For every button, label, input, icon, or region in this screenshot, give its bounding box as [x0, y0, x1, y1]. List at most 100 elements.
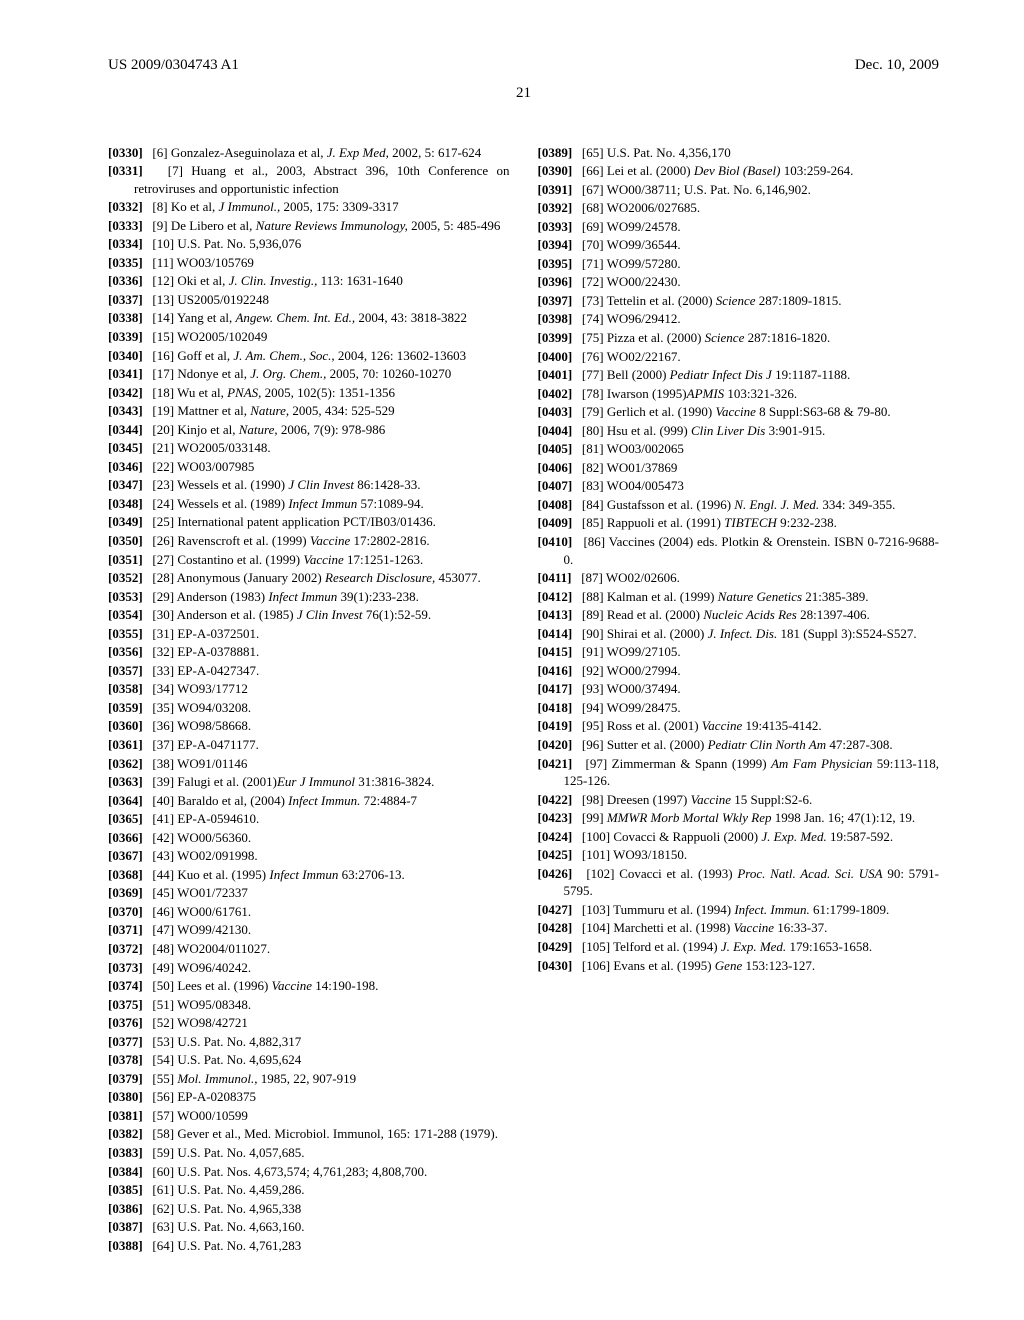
reference-item: [0341] [17] Ndonye et al, J. Org. Chem.,… [108, 365, 510, 383]
reference-item: [0361] [37] EP-A-0471177. [108, 736, 510, 754]
reference-item: [0396] [72] WO00/22430. [538, 273, 940, 291]
reference-item: [0388] [64] U.S. Pat. No. 4,761,283 [108, 1237, 510, 1255]
reference-item: [0375] [51] WO95/08348. [108, 996, 510, 1014]
reference-item: [0399] [75] Pizza et al. (2000) Science … [538, 329, 940, 347]
reference-item: [0363] [39] Falugi et al. (2001)Eur J Im… [108, 773, 510, 791]
reference-item: [0380] [56] EP-A-0208375 [108, 1088, 510, 1106]
reference-item: [0427] [103] Tummuru et al. (1994) Infec… [538, 901, 940, 919]
reference-item: [0365] [41] EP-A-0594610. [108, 810, 510, 828]
reference-item: [0391] [67] WO00/38711; U.S. Pat. No. 6,… [538, 181, 940, 199]
reference-item: [0332] [8] Ko et al, J Immunol., 2005, 1… [108, 198, 510, 216]
reference-item: [0406] [82] WO01/37869 [538, 459, 940, 477]
reference-item: [0420] [96] Sutter et al. (2000) Pediatr… [538, 736, 940, 754]
reference-item: [0393] [69] WO99/24578. [538, 218, 940, 236]
reference-item: [0402] [78] Iwarson (1995)APMIS 103:321-… [538, 385, 940, 403]
reference-item: [0355] [31] EP-A-0372501. [108, 625, 510, 643]
reference-item: [0401] [77] Bell (2000) Pediatr Infect D… [538, 366, 940, 384]
reference-item: [0387] [63] U.S. Pat. No. 4,663,160. [108, 1218, 510, 1236]
reference-item: [0333] [9] De Libero et al, Nature Revie… [108, 217, 510, 235]
reference-item: [0359] [35] WO94/03208. [108, 699, 510, 717]
reference-item: [0351] [27] Costantino et al. (1999) Vac… [108, 551, 510, 569]
reference-item: [0414] [90] Shirai et al. (2000) J. Infe… [538, 625, 940, 643]
reference-item: [0408] [84] Gustafsson et al. (1996) N. … [538, 496, 940, 514]
reference-item: [0418] [94] WO99/28475. [538, 699, 940, 717]
reference-item: [0337] [13] US2005/0192248 [108, 291, 510, 309]
publication-date: Dec. 10, 2009 [855, 55, 939, 75]
reference-item: [0330] [6] Gonzalez-Aseguinolaza et al, … [108, 144, 510, 162]
reference-item: [0368] [44] Kuo et al. (1995) Infect Imm… [108, 866, 510, 884]
reference-item: [0405] [81] WO03/002065 [538, 440, 940, 458]
reference-item: [0424] [100] Covacci & Rappuoli (2000) J… [538, 828, 940, 846]
reference-item: [0419] [95] Ross et al. (2001) Vaccine 1… [538, 717, 940, 735]
reference-item: [0394] [70] WO99/36544. [538, 236, 940, 254]
reference-item: [0369] [45] WO01/72337 [108, 884, 510, 902]
reference-item: [0382] [58] Gever et al., Med. Microbiol… [108, 1125, 510, 1143]
reference-item: [0352] [28] Anonymous (January 2002) Res… [108, 569, 510, 587]
reference-item: [0378] [54] U.S. Pat. No. 4,695,624 [108, 1051, 510, 1069]
reference-item: [0379] [55] Mol. Immunol., 1985, 22, 907… [108, 1070, 510, 1088]
reference-item: [0423] [99] MMWR Morb Mortal Wkly Rep 19… [538, 809, 940, 827]
reference-item: [0340] [16] Goff et al, J. Am. Chem., So… [108, 347, 510, 365]
reference-item: [0374] [50] Lees et al. (1996) Vaccine 1… [108, 977, 510, 995]
reference-item: [0349] [25] International patent applica… [108, 513, 510, 531]
reference-item: [0372] [48] WO2004/011027. [108, 940, 510, 958]
reference-item: [0409] [85] Rappuoli et al. (1991) TIBTE… [538, 514, 940, 532]
reference-item: [0430] [106] Evans et al. (1995) Gene 15… [538, 957, 940, 975]
reference-item: [0364] [40] Baraldo et al, (2004) Infect… [108, 792, 510, 810]
reference-item: [0353] [29] Anderson (1983) Infect Immun… [108, 588, 510, 606]
reference-item: [0367] [43] WO02/091998. [108, 847, 510, 865]
references-columns: [0330] [6] Gonzalez-Aseguinolaza et al, … [108, 144, 939, 1259]
reference-item: [0383] [59] U.S. Pat. No. 4,057,685. [108, 1144, 510, 1162]
page: US 2009/0304743 A1 Dec. 10, 2009 21 [033… [0, 0, 1024, 1320]
reference-item: [0331] [7] Huang et al., 2003, Abstract … [108, 162, 510, 197]
reference-item: [0386] [62] U.S. Pat. No. 4,965,338 [108, 1200, 510, 1218]
reference-item: [0415] [91] WO99/27105. [538, 643, 940, 661]
reference-item: [0403] [79] Gerlich et al. (1990) Vaccin… [538, 403, 940, 421]
reference-item: [0428] [104] Marchetti et al. (1998) Vac… [538, 919, 940, 937]
reference-item: [0421] [97] Zimmerman & Spann (1999) Am … [538, 755, 940, 790]
reference-item: [0429] [105] Telford et al. (1994) J. Ex… [538, 938, 940, 956]
reference-item: [0334] [10] U.S. Pat. No. 5,936,076 [108, 235, 510, 253]
reference-item: [0336] [12] Oki et al, J. Clin. Investig… [108, 272, 510, 290]
reference-item: [0348] [24] Wessels et al. (1989) Infect… [108, 495, 510, 513]
reference-item: [0371] [47] WO99/42130. [108, 921, 510, 939]
reference-item: [0385] [61] U.S. Pat. No. 4,459,286. [108, 1181, 510, 1199]
reference-item: [0358] [34] WO93/17712 [108, 680, 510, 698]
reference-item: [0343] [19] Mattner et al, Nature, 2005,… [108, 402, 510, 420]
reference-item: [0413] [89] Read et al. (2000) Nucleic A… [538, 606, 940, 624]
reference-item: [0390] [66] Lei et al. (2000) Dev Biol (… [538, 162, 940, 180]
reference-item: [0339] [15] WO2005/102049 [108, 328, 510, 346]
reference-item: [0347] [23] Wessels et al. (1990) J Clin… [108, 476, 510, 494]
reference-item: [0422] [98] Dreesen (1997) Vaccine 15 Su… [538, 791, 940, 809]
reference-item: [0389] [65] U.S. Pat. No. 4,356,170 [538, 144, 940, 162]
reference-item: [0366] [42] WO00/56360. [108, 829, 510, 847]
reference-item: [0404] [80] Hsu et al. (999) Clin Liver … [538, 422, 940, 440]
reference-item: [0400] [76] WO02/22167. [538, 348, 940, 366]
reference-item: [0392] [68] WO2006/027685. [538, 199, 940, 217]
reference-item: [0376] [52] WO98/42721 [108, 1014, 510, 1032]
reference-item: [0397] [73] Tettelin et al. (2000) Scien… [538, 292, 940, 310]
reference-item: [0417] [93] WO00/37494. [538, 680, 940, 698]
reference-item: [0411] [87] WO02/02606. [538, 569, 940, 587]
reference-item: [0362] [38] WO91/01146 [108, 755, 510, 773]
page-header: US 2009/0304743 A1 Dec. 10, 2009 [108, 55, 939, 75]
reference-item: [0377] [53] U.S. Pat. No. 4,882,317 [108, 1033, 510, 1051]
reference-item: [0342] [18] Wu et al, PNAS, 2005, 102(5)… [108, 384, 510, 402]
reference-item: [0354] [30] Anderson et al. (1985) J Cli… [108, 606, 510, 624]
reference-item: [0344] [20] Kinjo et al, Nature, 2006, 7… [108, 421, 510, 439]
reference-item: [0412] [88] Kalman et al. (1999) Nature … [538, 588, 940, 606]
reference-item: [0346] [22] WO03/007985 [108, 458, 510, 476]
reference-item: [0345] [21] WO2005/033148. [108, 439, 510, 457]
reference-item: [0416] [92] WO00/27994. [538, 662, 940, 680]
reference-item: [0350] [26] Ravenscroft et al. (1999) Va… [108, 532, 510, 550]
reference-item: [0407] [83] WO04/005473 [538, 477, 940, 495]
reference-item: [0410] [86] Vaccines (2004) eds. Plotkin… [538, 533, 940, 568]
reference-item: [0381] [57] WO00/10599 [108, 1107, 510, 1125]
reference-item: [0370] [46] WO00/61761. [108, 903, 510, 921]
reference-item: [0356] [32] EP-A-0378881. [108, 643, 510, 661]
reference-item: [0335] [11] WO03/105769 [108, 254, 510, 272]
reference-item: [0426] [102] Covacci et al. (1993) Proc.… [538, 865, 940, 900]
reference-item: [0360] [36] WO98/58668. [108, 717, 510, 735]
reference-item: [0338] [14] Yang et al, Angew. Chem. Int… [108, 309, 510, 327]
reference-item: [0425] [101] WO93/18150. [538, 846, 940, 864]
